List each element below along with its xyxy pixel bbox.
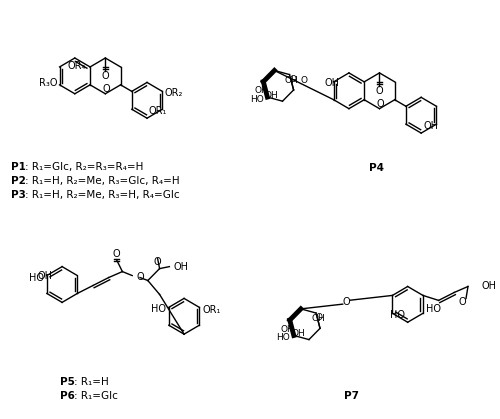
Text: OH: OH xyxy=(292,329,305,338)
Text: : R₁=H, R₂=Me, R₃=H, R₄=Glc: : R₁=H, R₂=Me, R₃=H, R₄=Glc xyxy=(25,190,180,200)
Text: OH: OH xyxy=(265,91,278,100)
Text: P6: P6 xyxy=(60,391,75,401)
Text: OH: OH xyxy=(324,78,339,88)
Text: O: O xyxy=(376,99,384,109)
Text: HO: HO xyxy=(151,304,166,314)
Text: HO: HO xyxy=(426,304,441,314)
Text: O: O xyxy=(458,297,466,308)
Text: OH: OH xyxy=(482,282,496,292)
Text: O: O xyxy=(300,76,308,85)
Text: HO: HO xyxy=(390,310,405,320)
Text: P4: P4 xyxy=(368,163,384,173)
Text: O: O xyxy=(376,86,384,96)
Text: O: O xyxy=(316,313,322,322)
Text: OH: OH xyxy=(174,261,188,272)
Text: : R₁=H, R₂=Me, R₃=Glc, R₄=H: : R₁=H, R₂=Me, R₃=Glc, R₄=H xyxy=(25,176,180,186)
Text: OR₁: OR₁ xyxy=(149,106,168,116)
Text: OH: OH xyxy=(281,325,294,334)
Text: OH: OH xyxy=(311,314,325,323)
Text: P1: P1 xyxy=(11,162,26,172)
Text: O: O xyxy=(289,75,296,84)
Text: OH: OH xyxy=(285,75,298,85)
Text: OR₁: OR₁ xyxy=(202,305,220,316)
Text: P3: P3 xyxy=(11,190,26,200)
Text: OH: OH xyxy=(38,271,52,281)
Text: : R₁=H: : R₁=H xyxy=(74,377,108,387)
Text: P2: P2 xyxy=(11,176,26,186)
Text: O: O xyxy=(112,249,120,259)
Text: : R₁=Glc, R₂=R₃=R₄=H: : R₁=Glc, R₂=R₃=R₄=H xyxy=(25,162,144,172)
Text: OH: OH xyxy=(254,86,268,95)
Text: HO: HO xyxy=(250,95,264,103)
Text: O: O xyxy=(102,71,109,81)
Text: O: O xyxy=(136,272,143,282)
Text: OR₄: OR₄ xyxy=(68,61,86,71)
Text: OH: OH xyxy=(423,121,438,131)
Text: O: O xyxy=(102,84,110,94)
Text: R₃O: R₃O xyxy=(39,78,58,88)
Text: O: O xyxy=(343,297,350,307)
Text: : R₁=Glc: : R₁=Glc xyxy=(74,391,118,401)
Text: P5: P5 xyxy=(60,377,75,387)
Text: O: O xyxy=(154,257,162,266)
Text: P7: P7 xyxy=(344,391,359,401)
Text: HO: HO xyxy=(29,272,44,282)
Text: OR₂: OR₂ xyxy=(164,88,182,98)
Text: HO: HO xyxy=(276,333,290,342)
